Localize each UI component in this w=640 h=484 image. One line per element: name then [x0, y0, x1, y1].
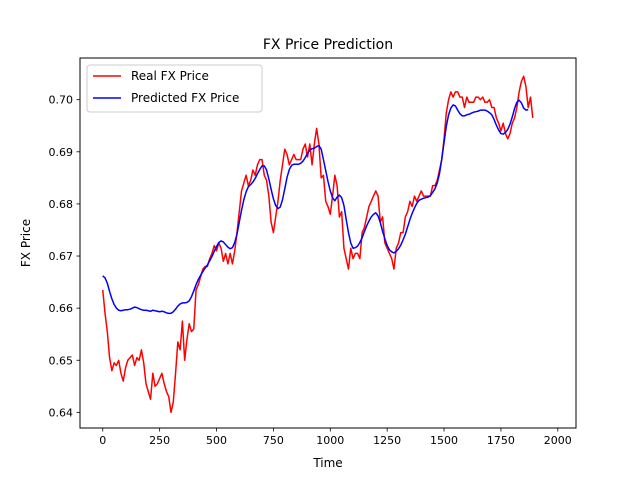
x-axis-ticks: 0 250 500 750 1000 1250 1500 1750 2000 — [99, 428, 572, 447]
chart-title: FX Price Prediction — [263, 37, 393, 53]
x-tick-label: 1750 — [487, 434, 515, 447]
x-tick-label: 250 — [149, 434, 170, 447]
y-tick-label: 0.66 — [49, 302, 74, 315]
y-tick-label: 0.64 — [49, 406, 74, 419]
x-tick-label: 2000 — [544, 434, 572, 447]
axes-frame — [79, 57, 577, 429]
plot-lines — [102, 75, 534, 414]
x-tick-label: 0 — [99, 434, 106, 447]
y-tick-label: 0.70 — [49, 94, 74, 107]
series-line-real-fx-price — [102, 75, 534, 414]
x-tick-label: 1250 — [373, 434, 401, 447]
y-axis-ticks: 0.64 0.65 0.66 0.67 0.68 0.69 0.70 — [49, 94, 80, 419]
x-tick-label: 1000 — [316, 434, 344, 447]
x-axis-label: Time — [312, 456, 342, 470]
legend: Real FX Price Predicted FX Price — [86, 64, 263, 113]
x-tick-label: 500 — [206, 434, 227, 447]
y-tick-label: 0.65 — [49, 354, 74, 367]
legend-box — [86, 64, 263, 113]
x-tick-label: 750 — [263, 434, 284, 447]
y-tick-label: 0.69 — [49, 146, 74, 159]
x-tick-label: 1500 — [430, 434, 458, 447]
y-tick-label: 0.67 — [49, 250, 74, 263]
legend-label-real: Real FX Price — [131, 69, 209, 83]
series-line-predicted-fx-price — [102, 99, 529, 315]
y-axis-label: FX Price — [19, 219, 33, 267]
legend-label-predicted: Predicted FX Price — [131, 91, 239, 105]
y-tick-label: 0.68 — [49, 198, 74, 211]
